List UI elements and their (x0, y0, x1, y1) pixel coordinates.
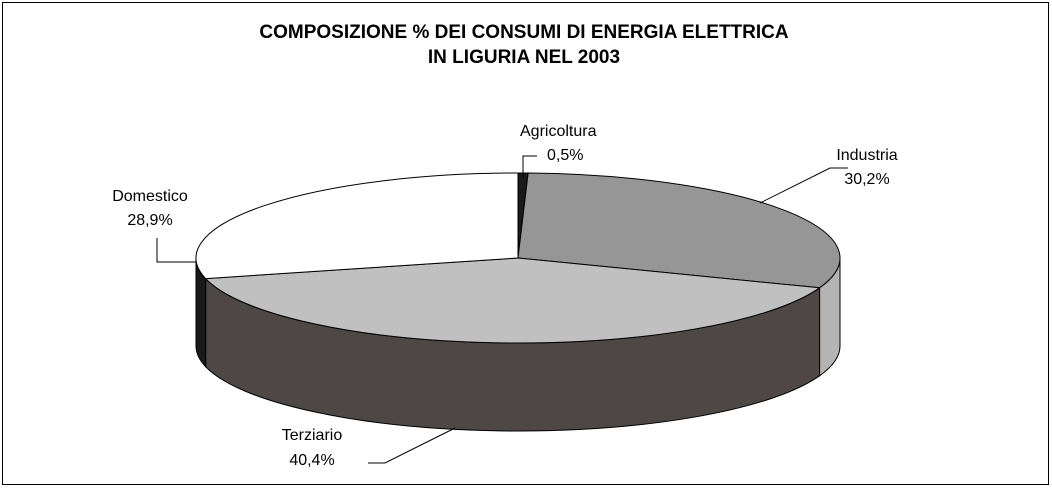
slice-value-label: 28,9% (127, 212, 172, 229)
slice-label: Terziario (282, 427, 343, 444)
chart-title: COMPOSIZIONE % DEI CONSUMI DI ENERGIA EL… (259, 22, 788, 43)
slice-value-label: 0,5% (547, 147, 583, 164)
leader-line (156, 238, 196, 263)
pie-slice (204, 257, 821, 344)
slice-label: Industria (836, 147, 897, 164)
pie-slice (195, 172, 519, 280)
leader-line (522, 155, 537, 177)
slice-value-label: 40,4% (289, 452, 334, 469)
slice-label: Agricoltura (520, 123, 597, 140)
slice-label: Domestico (112, 188, 188, 205)
leader-line (759, 167, 848, 204)
leader-line (368, 427, 456, 464)
pie-slice (517, 172, 841, 289)
chart-title: IN LIGURIA NEL 2003 (428, 47, 620, 68)
slice-value-label: 30,2% (844, 171, 889, 188)
